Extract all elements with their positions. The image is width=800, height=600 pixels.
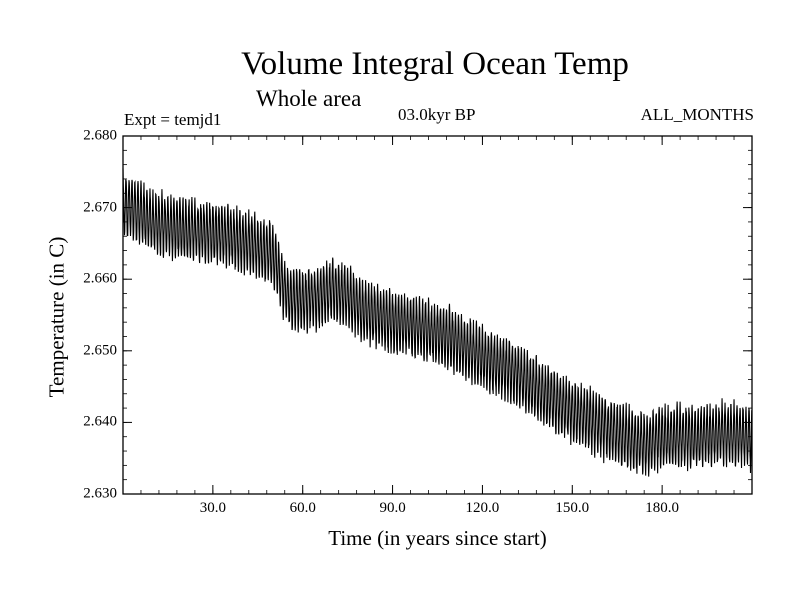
- experiment-label: Expt = temjd1: [124, 110, 222, 129]
- x-tick-label: 60.0: [289, 500, 316, 516]
- series-line: [122, 168, 753, 477]
- y-tick-label: 2.680: [83, 127, 117, 144]
- y-tick-label: 2.650: [83, 342, 117, 359]
- x-tick-label: 120.0: [465, 500, 500, 516]
- x-tick-label: 30.0: [199, 500, 226, 516]
- x-tick-label: 90.0: [379, 500, 406, 516]
- chart-subtitle: Whole area: [256, 86, 362, 111]
- y-tick-label: 2.630: [83, 485, 117, 502]
- x-axis-label: Time (in years since start): [328, 526, 547, 550]
- period-label: 03.0kyr BP: [398, 105, 476, 124]
- months-label: ALL_MONTHS: [640, 105, 754, 124]
- y-tick-label: 2.660: [83, 270, 117, 287]
- y-tick-label: 2.640: [83, 413, 117, 430]
- x-tick-label: 180.0: [645, 500, 680, 516]
- plot-frame: [122, 135, 753, 495]
- y-tick-label: 2.670: [83, 199, 117, 216]
- y-axis-label: Temperature (in C): [44, 236, 69, 398]
- series-layer: [122, 168, 753, 477]
- x-tick-label: 150.0: [555, 500, 590, 516]
- chart-title: Volume Integral Ocean Temp: [241, 46, 629, 82]
